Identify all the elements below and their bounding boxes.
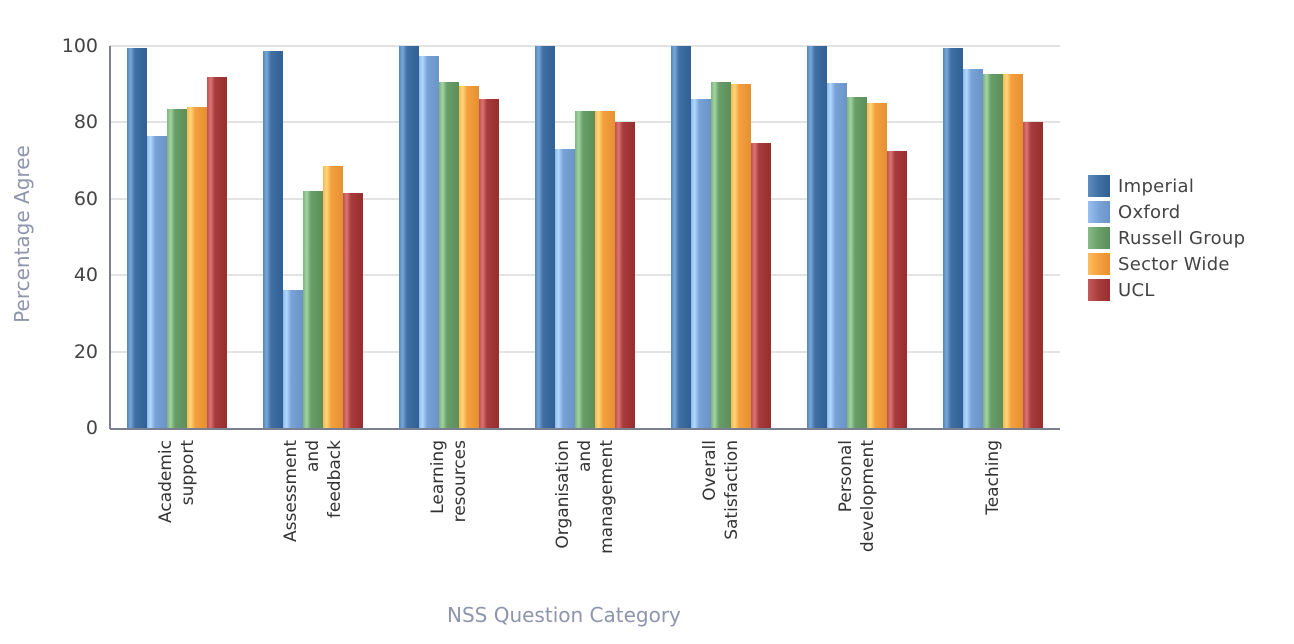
legend-swatch-icon: [1088, 279, 1110, 301]
legend-item[interactable]: UCL: [1088, 277, 1245, 303]
x-tick-label: Organisation and management: [553, 440, 617, 554]
bar-imperial: [399, 46, 419, 428]
bar-oxford: [963, 68, 983, 428]
x-tick-label: Overall Satisfaction: [700, 440, 742, 540]
x-tick-label: Academic support: [156, 440, 198, 523]
y-axis-title: Percentage Agree: [10, 145, 34, 323]
bar-russell-group: [303, 191, 323, 428]
bar-imperial: [807, 46, 827, 428]
bar-imperial: [535, 46, 555, 428]
bar-imperial: [263, 50, 283, 428]
gridline: [110, 45, 1060, 47]
bar-sector-wide: [1003, 73, 1023, 428]
legend-item[interactable]: Sector Wide: [1088, 251, 1245, 277]
bar-sector-wide: [867, 103, 887, 428]
legend-item[interactable]: Russell Group: [1088, 225, 1245, 251]
bar-sector-wide: [731, 84, 751, 428]
bar-imperial: [943, 47, 963, 428]
bar-ucl: [615, 122, 635, 428]
bar-ucl: [343, 193, 363, 428]
legend-item[interactable]: Oxford: [1088, 199, 1245, 225]
y-tick-label: 0: [85, 417, 98, 439]
bar-russell-group: [983, 73, 1003, 428]
bar-ucl: [207, 76, 227, 428]
bar-russell-group: [847, 96, 867, 428]
legend-swatch-icon: [1088, 201, 1110, 223]
legend-label: UCL: [1118, 279, 1155, 301]
bar-ucl: [751, 143, 771, 428]
bar-oxford: [283, 290, 303, 428]
legend-label: Oxford: [1118, 201, 1181, 223]
legend-swatch-icon: [1088, 227, 1110, 249]
legend-swatch-icon: [1088, 175, 1110, 197]
legend-item[interactable]: Imperial: [1088, 173, 1245, 199]
bar-sector-wide: [323, 166, 343, 428]
legend-label: Imperial: [1118, 175, 1195, 197]
x-axis-line: [110, 428, 1060, 430]
bar-imperial: [127, 47, 147, 428]
bar-ucl: [479, 99, 499, 428]
y-tick-label: 80: [73, 111, 98, 134]
x-axis-title: NSS Question Category: [447, 603, 681, 627]
y-axis-line: [109, 46, 111, 429]
bar-imperial: [671, 46, 691, 428]
legend-swatch-icon: [1088, 253, 1110, 275]
bar-russell-group: [439, 82, 459, 428]
x-tick-label: Learning resources: [428, 440, 470, 523]
y-tick-label: 20: [73, 340, 98, 363]
bar-oxford: [555, 149, 575, 428]
bar-sector-wide: [459, 86, 479, 428]
x-tick-label: Assessment and feedback: [281, 440, 345, 542]
x-tick-label: Personal development: [836, 440, 878, 553]
legend-label: Sector Wide: [1118, 253, 1230, 275]
bar-ucl: [1023, 122, 1043, 428]
bar-sector-wide: [595, 110, 615, 428]
bar-sector-wide: [187, 107, 207, 428]
bar-oxford: [827, 83, 847, 428]
bar-ucl: [887, 151, 907, 428]
x-tick-label: Teaching: [983, 440, 1003, 515]
y-tick-label: 40: [73, 264, 98, 287]
legend-label: Russell Group: [1118, 227, 1246, 249]
legend: Imperial Oxford Russell Group Sector Wide UC…: [1088, 173, 1245, 303]
y-tick-label: 100: [61, 35, 98, 57]
bar-russell-group: [711, 82, 731, 428]
bar-oxford: [147, 136, 167, 428]
bar-russell-group: [575, 110, 595, 428]
bar-oxford: [691, 99, 711, 428]
bar-oxford: [419, 55, 439, 428]
bar-russell-group: [167, 109, 187, 428]
y-tick-label: 60: [73, 187, 98, 210]
